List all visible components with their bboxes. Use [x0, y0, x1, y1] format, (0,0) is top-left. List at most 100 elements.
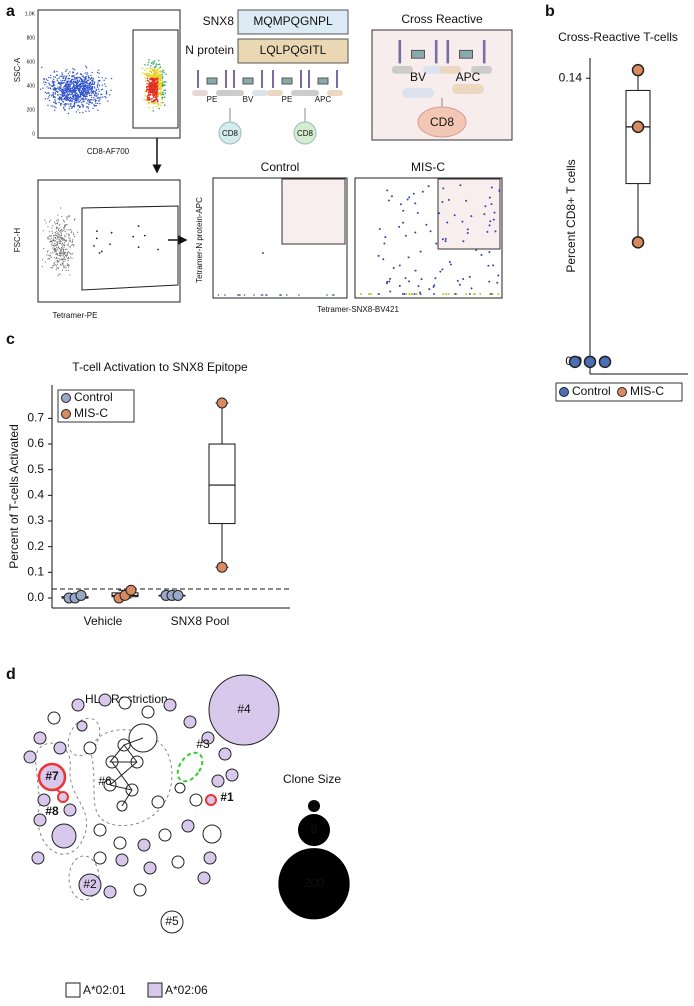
- event-dot: [63, 80, 66, 82]
- event-dot: [161, 82, 163, 84]
- event-dot: [72, 94, 74, 97]
- legend-label: MIS-C: [74, 406, 108, 420]
- event-dot: [63, 229, 65, 232]
- data-point: [631, 120, 645, 134]
- event-dot: [148, 96, 151, 99]
- event-dot: [97, 109, 99, 111]
- event-dot: [60, 253, 62, 255]
- event-dot: [61, 242, 63, 245]
- event-dot: [74, 102, 76, 104]
- event-dot: [148, 99, 150, 101]
- event-dot: [67, 83, 69, 85]
- event-dot: [70, 104, 72, 106]
- event-dot: [56, 223, 59, 225]
- event-dot: [163, 81, 166, 83]
- event-dot: [78, 96, 80, 99]
- event-dot: [58, 234, 60, 236]
- event-dot: [262, 252, 264, 254]
- event-dot: [60, 79, 62, 82]
- event-dot: [76, 83, 78, 86]
- event-dot: [52, 232, 54, 234]
- event-dot: [68, 107, 70, 110]
- event-dot: [404, 277, 407, 280]
- event-dot: [79, 89, 81, 92]
- event-dot: [60, 250, 62, 252]
- event-dot: [75, 85, 78, 87]
- event-dot: [56, 259, 58, 261]
- event-dot: [64, 226, 66, 228]
- event-dot: [401, 293, 404, 295]
- event-dot: [56, 70, 58, 73]
- y-tick-label: 0.3: [27, 513, 44, 527]
- event-dot: [445, 293, 448, 295]
- event-dot: [80, 78, 82, 80]
- event-dot: [50, 77, 52, 79]
- event-dot: [89, 94, 91, 97]
- clone-label: #1: [220, 790, 234, 804]
- event-dot: [93, 96, 95, 99]
- event-dot: [444, 237, 447, 240]
- event-dot: [157, 77, 159, 80]
- event-dot: [390, 195, 393, 198]
- event-dot: [91, 79, 94, 82]
- event-dot: [466, 228, 469, 231]
- event-dot: [81, 104, 83, 106]
- event-dot: [81, 93, 84, 95]
- event-dot: [144, 77, 147, 79]
- tetramer-pe-frame: [37, 179, 181, 303]
- event-dot: [494, 230, 497, 233]
- event-dot: [92, 77, 95, 80]
- data-point: [216, 397, 228, 409]
- event-dot: [66, 94, 68, 96]
- event-dot: [98, 100, 100, 102]
- event-dot: [153, 84, 156, 87]
- event-dot: [62, 219, 65, 221]
- event-dot: [154, 65, 157, 68]
- event-dot: [157, 93, 160, 95]
- event-dot: [63, 89, 65, 91]
- event-dot: [52, 78, 55, 81]
- event-dot: [65, 223, 67, 226]
- event-dot: [53, 236, 55, 238]
- event-dot: [65, 267, 67, 269]
- event-dot: [162, 69, 164, 72]
- event-dot: [415, 293, 418, 295]
- event-dot: [52, 265, 54, 267]
- event-dot: [447, 293, 450, 295]
- clone-node: [103, 885, 117, 899]
- event-dot: [163, 104, 166, 106]
- event-dot: [70, 97, 73, 100]
- event-dot: [59, 240, 61, 243]
- event-dot: [64, 244, 66, 247]
- event-dot: [60, 237, 62, 239]
- event-dot: [70, 91, 72, 93]
- event-dot: [53, 71, 56, 73]
- event-dot: [44, 98, 47, 100]
- box-title: Cross Reactive: [401, 12, 483, 26]
- event-dot: [148, 80, 150, 82]
- event-dot: [82, 111, 84, 114]
- event-dot: [56, 226, 58, 228]
- event-dot: [57, 231, 59, 233]
- event-dot: [57, 246, 60, 249]
- event-dot: [55, 233, 57, 235]
- event-dot: [224, 294, 226, 296]
- event-dot: [70, 253, 72, 255]
- event-dot: [53, 101, 55, 104]
- event-dot: [85, 110, 87, 112]
- event-dot: [466, 232, 469, 235]
- event-dot: [84, 72, 86, 74]
- event-dot: [52, 93, 54, 96]
- event-dot: [60, 234, 63, 236]
- event-dot: [42, 259, 44, 261]
- event-dot: [405, 293, 408, 295]
- event-dot: [56, 78, 58, 80]
- event-dot: [84, 83, 86, 86]
- event-dot: [66, 93, 69, 95]
- event-dot: [75, 95, 77, 98]
- legend-label: Control: [74, 390, 113, 404]
- y-tick-label: 0.7: [27, 411, 44, 425]
- event-dot: [87, 98, 90, 101]
- event-dot: [66, 90, 69, 92]
- event-dot: [65, 97, 68, 100]
